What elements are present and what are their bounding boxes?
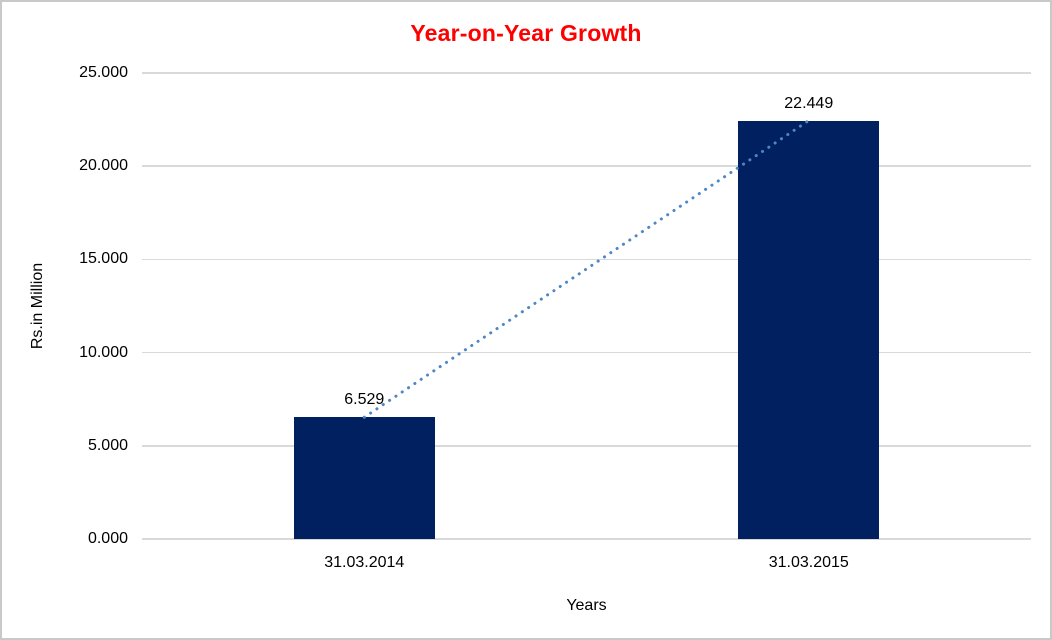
y-tick-label: 15.000: [79, 250, 128, 268]
y-axis-title: Rs.in Million: [29, 262, 46, 350]
bar-31.03.2015: [738, 120, 880, 539]
y-tick-label: 20.000: [79, 157, 128, 175]
plot-area: [142, 72, 1031, 540]
gridline-y-10: [142, 351, 1031, 354]
x-tick-label-31.03.2014: 31.03.2014: [324, 554, 405, 571]
y-tick-label: 25.000: [79, 64, 128, 81]
y-tick-label: 0.000: [87, 530, 128, 547]
y-tick-label: 5.000: [87, 436, 128, 454]
x-axis-title: Years: [566, 597, 607, 614]
gridline-y-25: [142, 72, 1031, 74]
gridline-y-0: [142, 538, 1031, 540]
gridline-y-20: [142, 165, 1031, 167]
bar-31.03.2014: [293, 417, 435, 539]
chart-title: Year-on-Year Growth: [410, 20, 642, 46]
value-label-31.03.2015: 22.449: [784, 94, 834, 112]
value-label-31.03.2014: 6.529: [344, 391, 385, 409]
gridline-y-15: [142, 258, 1031, 261]
gridline-y-5: [142, 445, 1031, 447]
x-tick-label-31.03.2015: 31.03.2015: [768, 554, 849, 571]
y-tick-label: 10.000: [79, 343, 128, 361]
